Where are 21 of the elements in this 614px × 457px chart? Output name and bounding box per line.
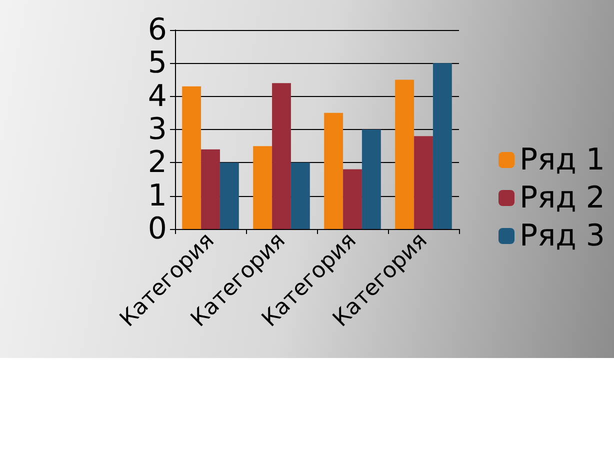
y-tick-label: 4 xyxy=(148,78,167,114)
bar xyxy=(414,136,433,229)
y-tick-label: 2 xyxy=(148,145,167,180)
bar xyxy=(324,112,344,229)
bar xyxy=(343,169,362,229)
bar xyxy=(362,130,381,229)
y-tick-label: 5 xyxy=(148,46,167,81)
y-tick-label: 1 xyxy=(148,178,167,214)
legend-label: Ряд 1 xyxy=(519,142,606,178)
bar xyxy=(220,162,239,229)
y-tick-label: 6 xyxy=(148,12,167,48)
legend-label: Ряд 3 xyxy=(519,218,606,254)
bar xyxy=(290,162,310,229)
bar xyxy=(272,83,291,229)
bar xyxy=(253,146,272,229)
bar xyxy=(395,80,414,229)
bar xyxy=(432,63,452,229)
bar xyxy=(201,149,220,229)
legend-label: Ряд 2 xyxy=(519,180,606,216)
bar xyxy=(182,86,202,229)
y-tick-label: 3 xyxy=(148,112,167,147)
